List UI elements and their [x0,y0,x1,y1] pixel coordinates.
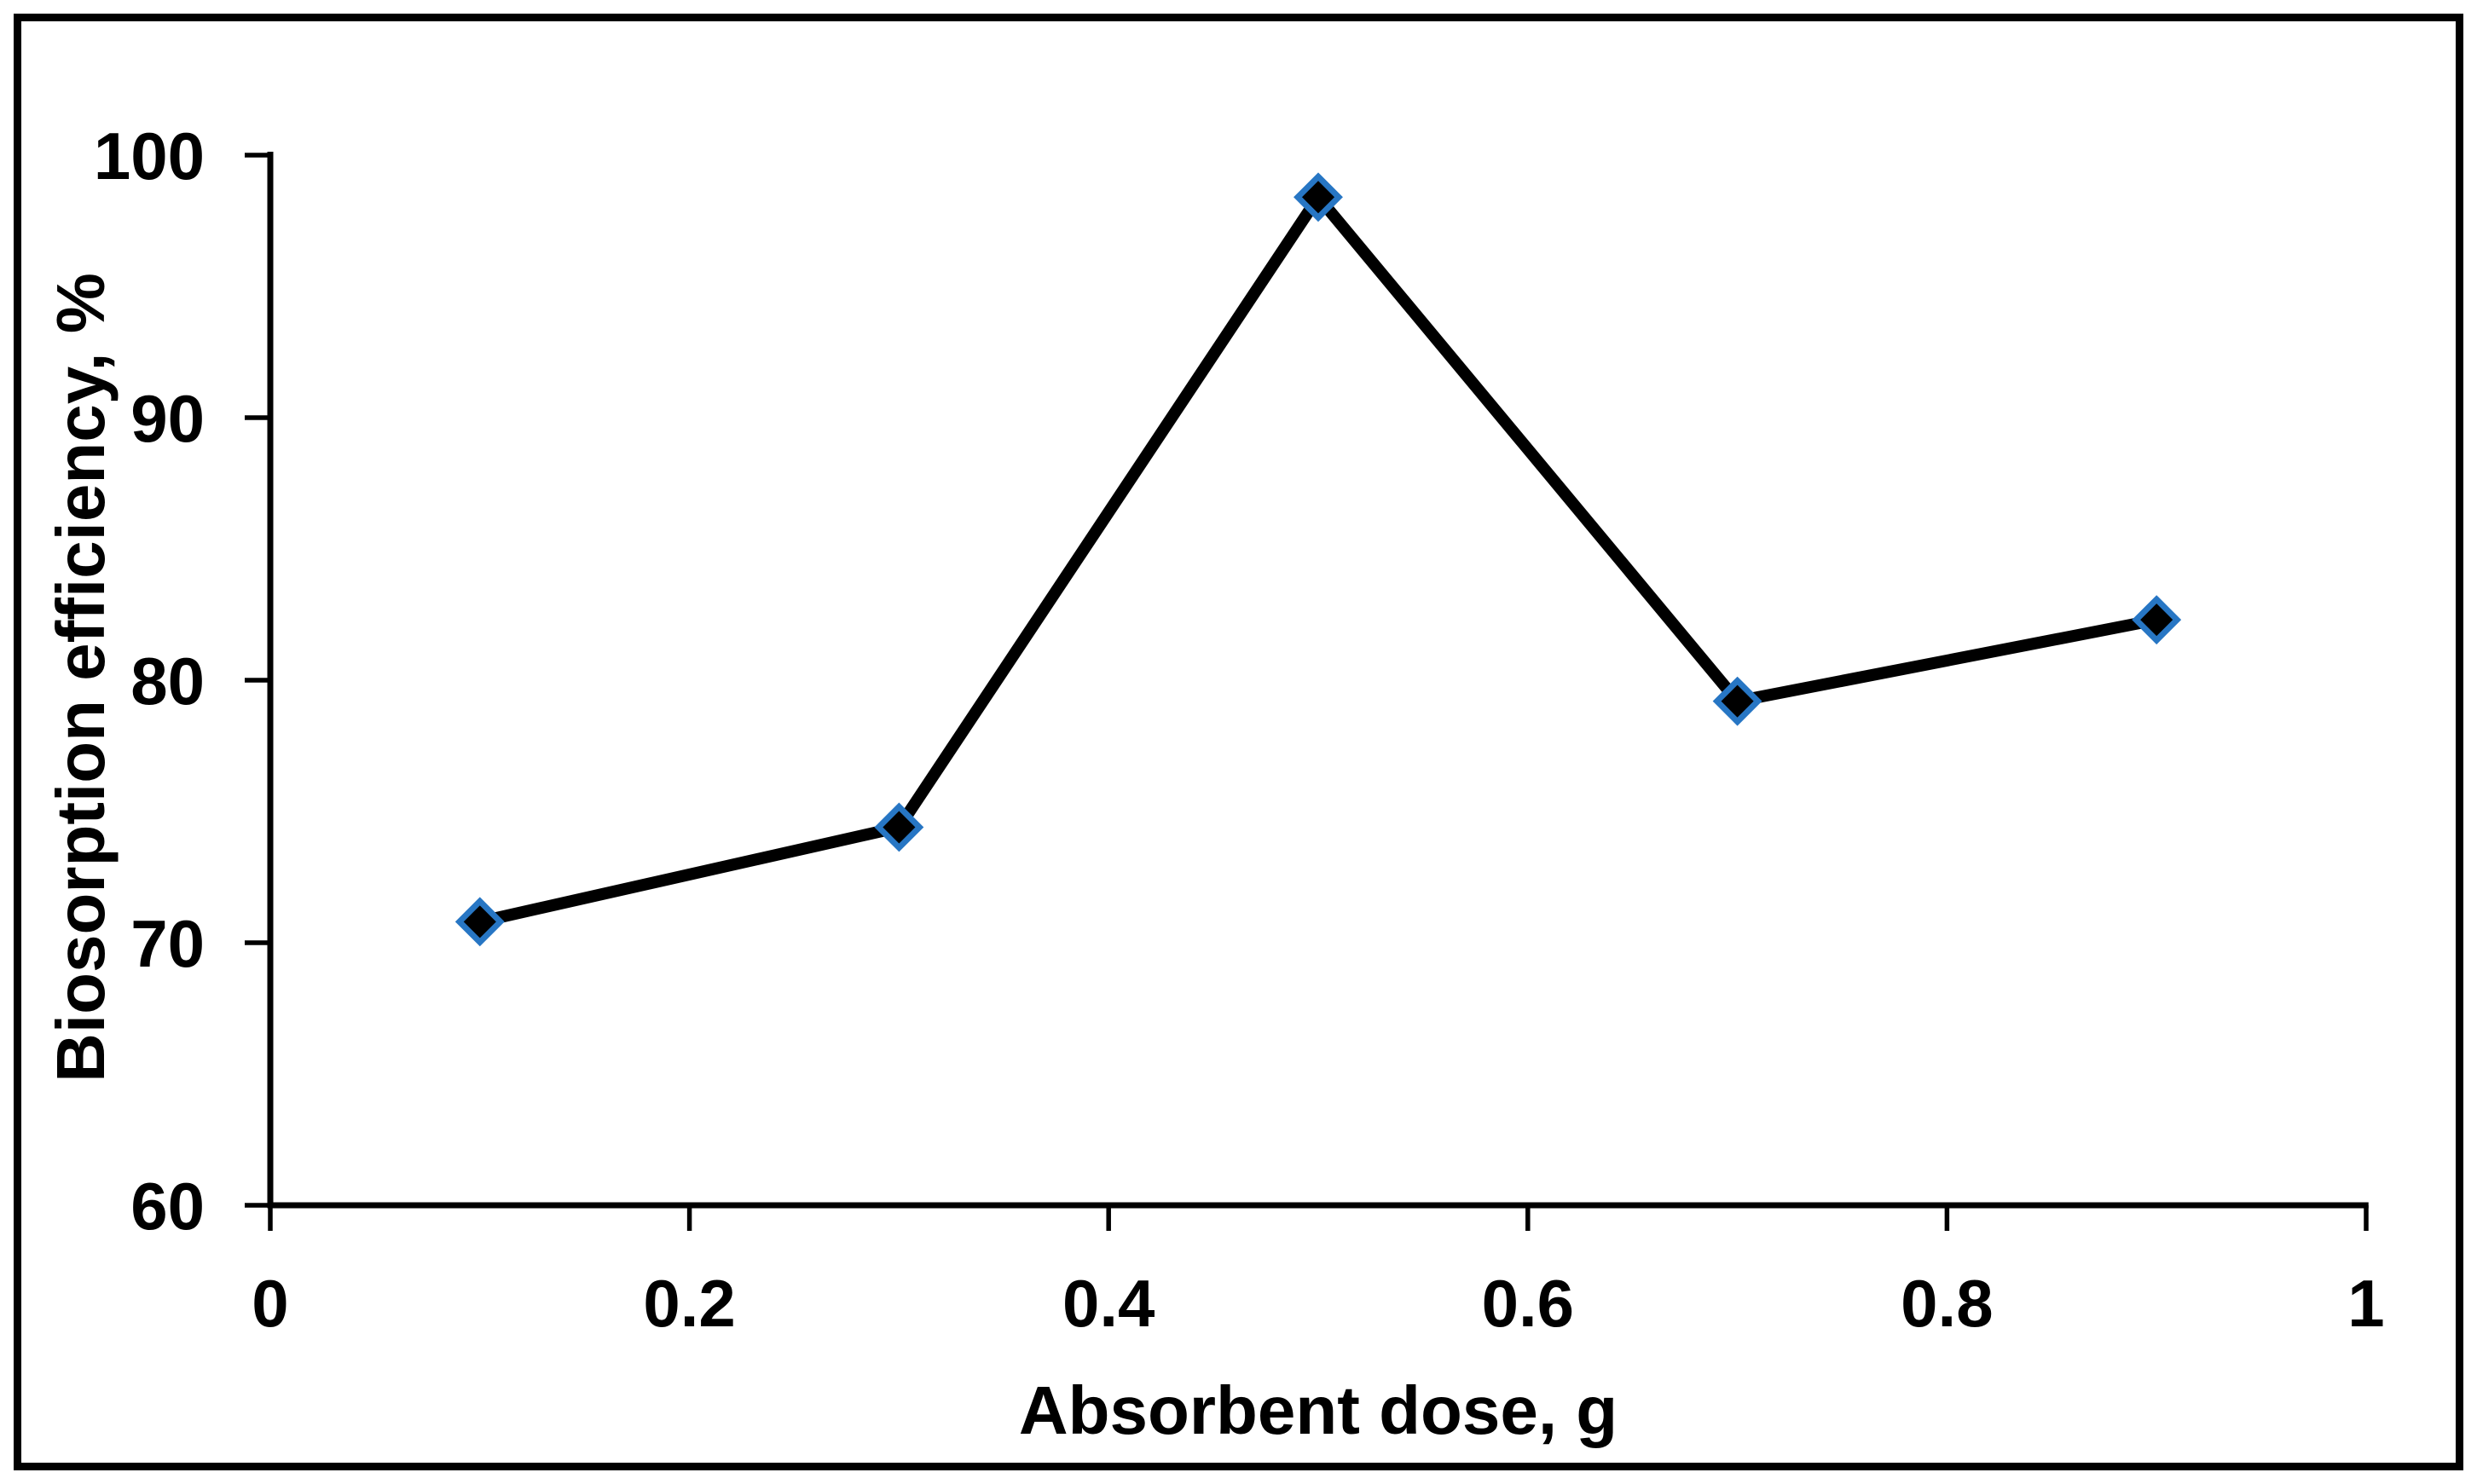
data-point-marker [1712,676,1762,726]
y-axis-title: Biosorption efficiency, % [43,273,119,1083]
x-tick-label: 0.4 [1062,1266,1155,1341]
y-tick-label: 80 [130,644,205,719]
data-point-marker [2132,595,2182,645]
y-tick-label: 60 [130,1169,205,1244]
x-tick-label: 0.2 [643,1266,735,1341]
x-tick-label: 0 [252,1266,288,1341]
y-tick-label: 90 [130,381,205,456]
figure-border [14,14,2463,1470]
data-point-marker [454,897,505,947]
series-line [478,187,2158,928]
x-tick-label: 0.6 [1482,1266,1574,1341]
x-axis-title: Absorbent dose, g [1018,1372,1618,1448]
data-point-marker [874,802,924,852]
x-tick-label: 1 [2347,1266,2384,1341]
x-tick-label: 0.8 [1901,1266,1993,1341]
y-tick-label: 70 [130,906,205,981]
data-point-marker [1293,172,1343,222]
y-tick-label: 100 [94,118,205,193]
